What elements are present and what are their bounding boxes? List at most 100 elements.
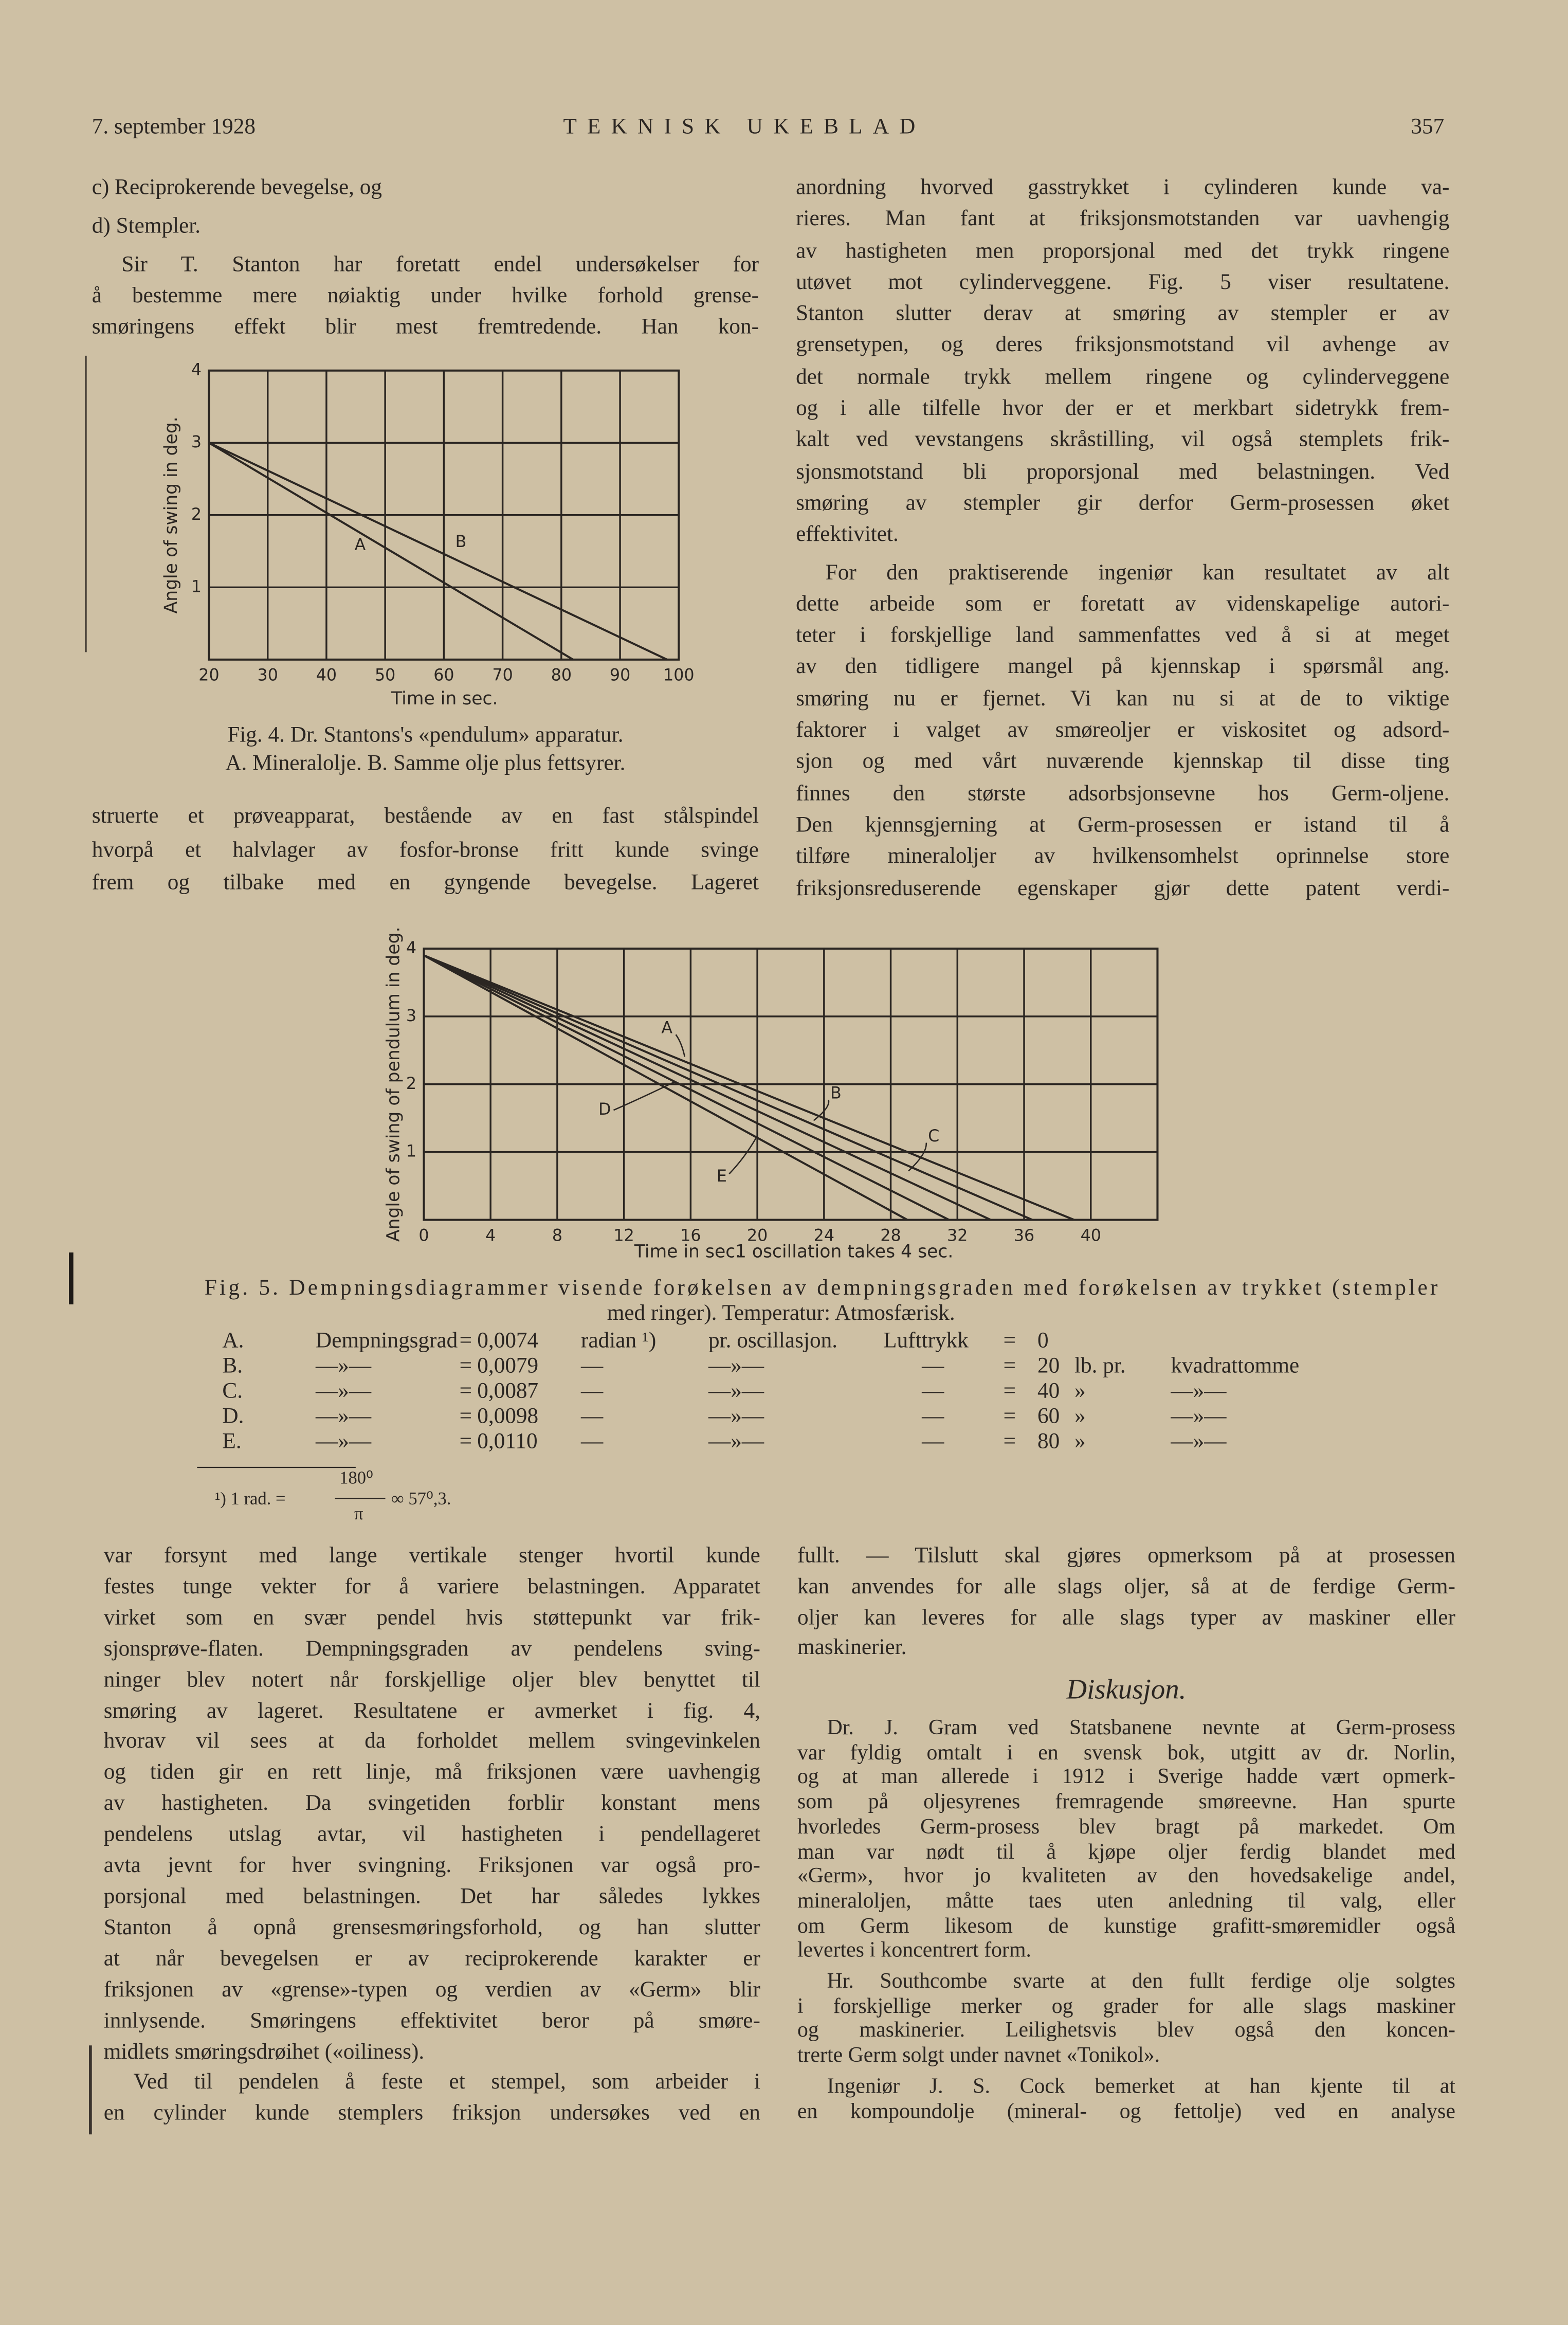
series-label: E <box>717 1167 727 1186</box>
text-line: hvorav vil sees at da forholdet mellem s… <box>103 1730 760 1754</box>
table-cell: » <box>1074 1430 1086 1455</box>
table-cell: — <box>581 1405 604 1429</box>
table-cell: » <box>1074 1405 1086 1429</box>
series-label: B <box>455 533 467 551</box>
table-cell: 20 <box>1037 1354 1060 1379</box>
table-cell: 0,0110 <box>477 1430 538 1455</box>
text-line: hvorpå et halvlager av fosfor-bronse fri… <box>92 838 759 862</box>
table-cell: Dempningsgrad <box>316 1329 458 1353</box>
series-label: C <box>928 1127 939 1146</box>
text-line: friksjonsreduserende egenskaper gjør det… <box>796 877 1450 901</box>
text-line: og tiden gir en rett linje, må friksjone… <box>103 1761 760 1785</box>
text-line: maskinerier. <box>797 1637 907 1661</box>
text-line: fullt. — Tilslutt skal gjøres opmerksom … <box>797 1544 1455 1569</box>
text-line: hvorledes Germ-prosess blev bragt på mar… <box>797 1815 1455 1840</box>
text-line: og at man allerede i 1912 i Sverige hadd… <box>797 1766 1455 1790</box>
table-cell: = <box>459 1379 472 1404</box>
x-axis-label: Time in sec. <box>391 688 498 709</box>
text-line: om Germ likesom de kunstige grafitt-smør… <box>797 1914 1455 1938</box>
x-tick-label: 8 <box>552 1226 562 1245</box>
table-cell: —»— <box>1171 1405 1227 1429</box>
table-cell: 0,0079 <box>477 1354 539 1379</box>
table-cell: B. <box>222 1354 243 1379</box>
table-cell: — <box>581 1430 604 1455</box>
text-line: grensetypen, og deres friksjonsmotstand … <box>796 334 1450 358</box>
table-cell: kvadrattomme <box>1171 1354 1300 1379</box>
table-cell: = <box>459 1354 472 1379</box>
text-line: smøringens effekt blir mest fremtredende… <box>92 316 759 340</box>
x-tick-label: 20 <box>198 666 219 685</box>
text-line: struerte et prøveapparat, bestående av e… <box>92 805 759 829</box>
table-cell: 0 <box>1037 1329 1049 1353</box>
table-cell: —»— <box>1171 1379 1227 1404</box>
table-cell: — <box>922 1379 944 1404</box>
data-line <box>423 954 950 1221</box>
table-cell: Lufttrykk <box>883 1329 969 1353</box>
text-line: smøring av lageret. Resultatene er avmer… <box>103 1699 760 1723</box>
table-cell: — <box>581 1354 604 1379</box>
text-line: For den praktiserende ingeniør kan resul… <box>825 561 1450 585</box>
x-tick-label: 0 <box>418 1226 429 1245</box>
data-line <box>208 442 574 661</box>
text-line: Hr. Southcombe svarte at den fullt ferdi… <box>827 1970 1455 1994</box>
figure-caption: A. Mineralolje. B. Samme olje plus fetts… <box>225 750 625 775</box>
column-text: var forsynt med lange vertikale stenger … <box>104 1541 760 2130</box>
data-line <box>208 442 668 661</box>
text-line: sjonsprøve-flaten. Dempningsgraden av pe… <box>103 1637 760 1661</box>
table-cell: C. <box>222 1379 243 1404</box>
x-tick-label: 50 <box>375 666 395 685</box>
text-line: sjon og med vårt nuværende kjennskap til… <box>796 750 1450 774</box>
table-cell: = <box>459 1430 472 1455</box>
x-tick-label: 4 <box>485 1226 496 1245</box>
label-leader <box>675 1034 686 1057</box>
table-cell: 80 <box>1037 1430 1060 1455</box>
text-line: en cylinder kunde stemplers friksjon und… <box>103 2102 760 2126</box>
table-cell: 0,0098 <box>477 1405 539 1429</box>
x-tick-label: 100 <box>663 666 695 685</box>
text-line: «Germ», hvor jo kvaliteten av den hoveds… <box>797 1865 1455 1889</box>
text-line: som på oljesyrenes fremragende smøreevne… <box>797 1790 1455 1814</box>
y-tick-label: 3 <box>406 1007 416 1025</box>
text-line: avta jevnt for hver svingning. Friksjone… <box>103 1854 760 1878</box>
table-cell: = <box>1003 1379 1016 1404</box>
footnote-result: ∞ 57⁰,3. <box>391 1488 451 1509</box>
text-line: man var nødt til å kjøpe oljer ferdig bl… <box>797 1840 1455 1864</box>
text-line: ninger blev notert når forskjellige olje… <box>103 1668 760 1693</box>
text-line: Ved til pendelen å feste et stempel, som… <box>133 2071 760 2095</box>
x-tick-label: 80 <box>551 666 572 685</box>
label-leader <box>613 1081 675 1111</box>
table-cell: 40 <box>1037 1379 1060 1404</box>
column-text: struerte et prøveapparat, bestående av e… <box>92 801 759 901</box>
label-leader <box>908 1142 927 1172</box>
text-line: var forsynt med lange vertikale stenger … <box>103 1544 760 1569</box>
text-line: teter i forskjellige land sammenfattes v… <box>796 624 1450 648</box>
text-line: Ingeniør J. S. Cock bemerket at han kjen… <box>827 2075 1455 2099</box>
y-tick-label: 2 <box>191 505 202 524</box>
text-line: midlets smøringsdrøihet («oiliness). <box>103 2040 425 2064</box>
table-cell: 60 <box>1037 1405 1060 1429</box>
y-axis-label: Angle of swing of pendulum in deg. <box>383 927 404 1242</box>
table-cell: radian ¹) <box>581 1329 657 1353</box>
label-leader <box>728 1138 757 1175</box>
x-tick-label: 28 <box>880 1226 901 1245</box>
table-cell: pr. oscillasjon. <box>708 1329 838 1353</box>
table-cell: = <box>459 1329 472 1353</box>
column-text: anordning hvorved gasstrykket i cylinder… <box>796 173 1449 905</box>
footnote-numerator: 180⁰ <box>339 1467 373 1488</box>
text-line: i forskjellige merker og grader for alle… <box>797 1994 1455 2019</box>
x-tick-label: 24 <box>814 1226 834 1245</box>
text-line: kan anvendes for alle slags oljer, så at… <box>797 1575 1455 1599</box>
column-text: fullt. — Tilslutt skal gjøres opmerksom … <box>797 1541 1455 1665</box>
table-cell: = <box>1003 1354 1016 1379</box>
series-label: D <box>598 1100 611 1119</box>
y-axis-label: Angle of swing in deg. <box>161 416 181 613</box>
text-line: at når bevegelsen er av reciprokerende k… <box>103 1947 760 1971</box>
y-tick-label: 4 <box>191 361 202 379</box>
y-tick-label: 4 <box>406 939 416 957</box>
text-line: rieres. Man fant at friksjonsmotstanden … <box>796 208 1450 232</box>
text-line: oljer kan leveres for alle slags typer a… <box>797 1606 1455 1630</box>
text-line: innlysende. Smøringens effektivitet bero… <box>103 2009 760 2033</box>
figure-caption: Fig. 4. Dr. Stantons's «pendulum» appara… <box>227 722 623 747</box>
text-line: trerte Germ solgt under navnet «Tonikol»… <box>797 2044 1160 2068</box>
